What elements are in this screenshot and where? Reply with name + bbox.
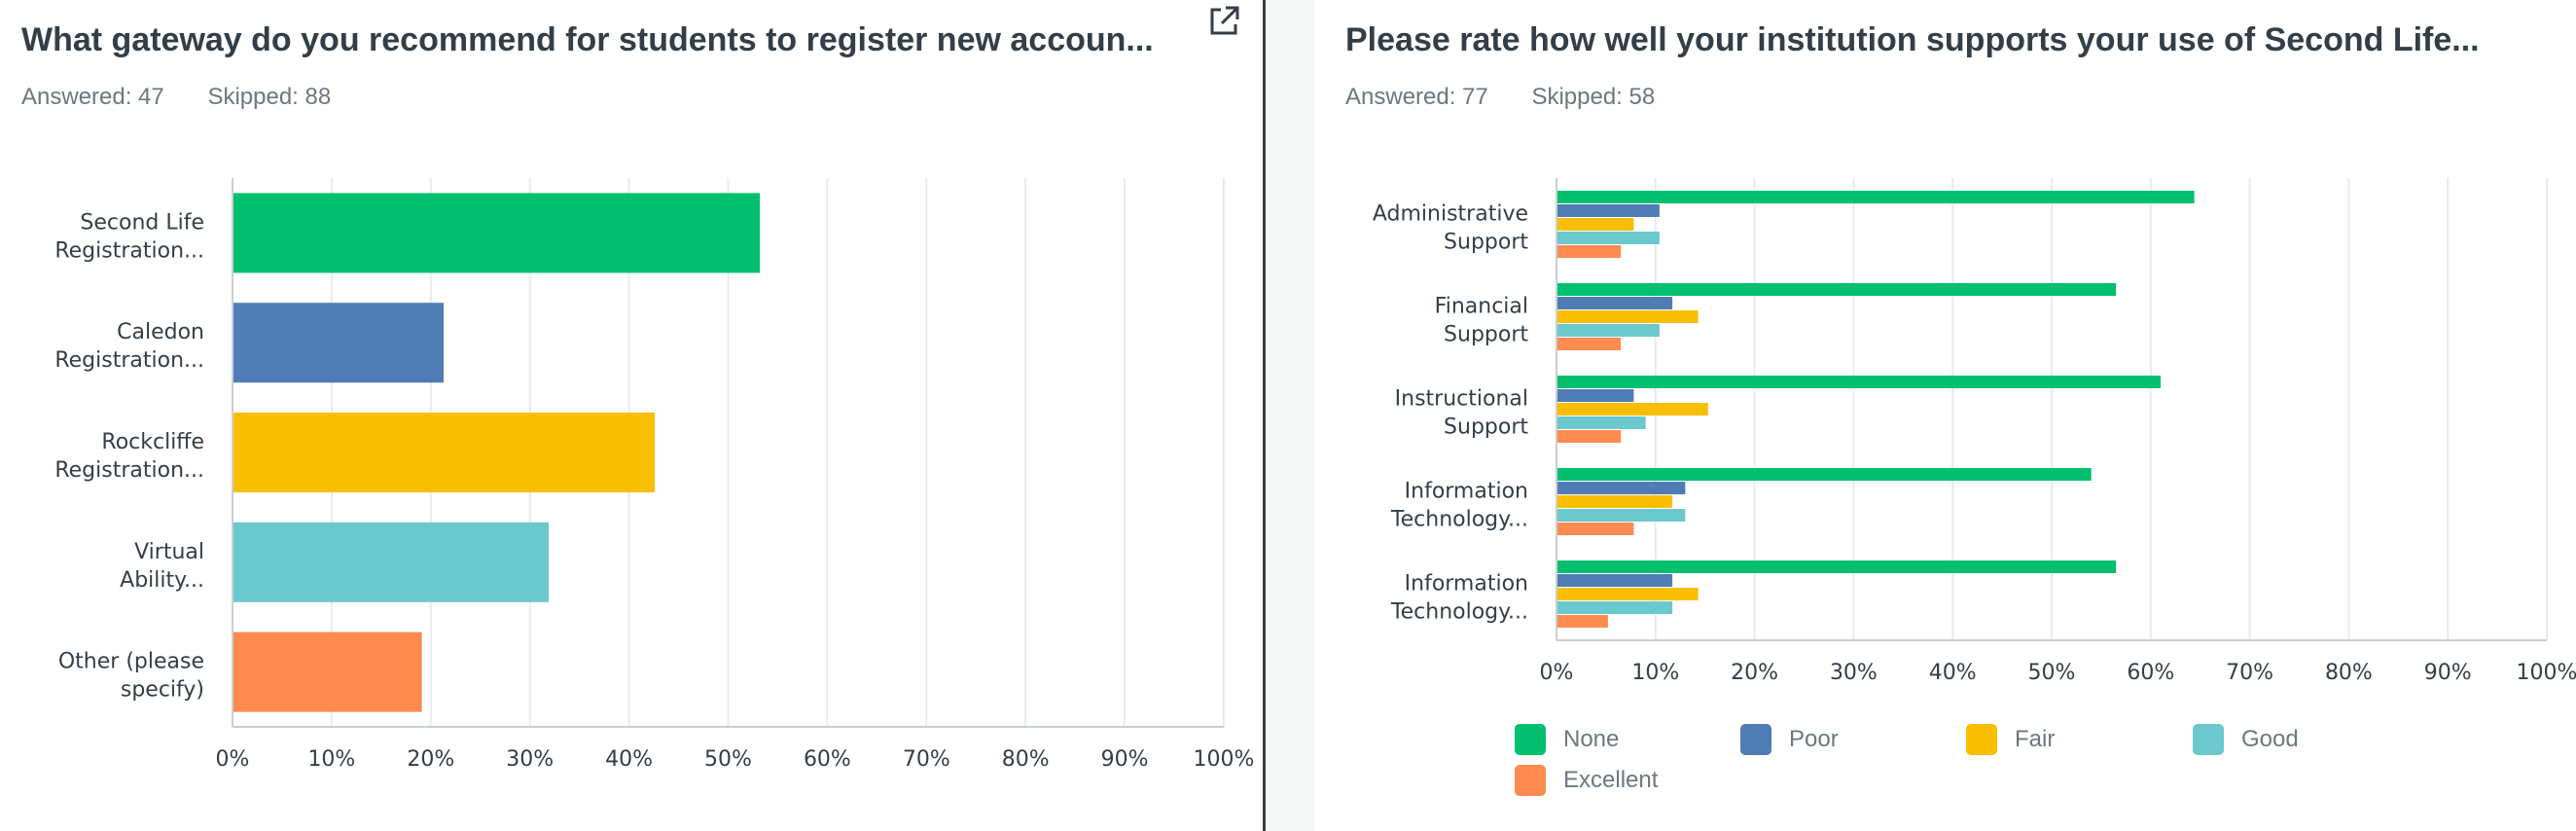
category-label: Rockcliffe Registration... <box>54 430 204 483</box>
legend-label: Excellent <box>1563 767 1659 793</box>
bar <box>1557 389 1634 402</box>
bar <box>1557 523 1634 535</box>
x-tick-label: 100% <box>2517 661 2576 685</box>
bar <box>1557 324 1660 337</box>
bar <box>1557 283 2117 296</box>
bar <box>1557 191 2195 203</box>
external-link-icon[interactable] <box>1206 4 1241 44</box>
right-question-title: Please rate how well your institution su… <box>1345 21 2480 58</box>
right-response-stats: Answered: 77 Skipped: 58 <box>1345 84 1692 111</box>
bar <box>1557 601 1673 614</box>
x-tick-label: 60% <box>804 747 851 772</box>
legend-swatch <box>1515 724 1546 755</box>
panel-divider <box>1263 0 1266 831</box>
bar <box>233 193 761 273</box>
x-tick-label: 0% <box>1540 661 1574 685</box>
bar <box>1557 509 1686 522</box>
category-label: Caledon Registration... <box>54 320 204 373</box>
category-label: Administrative Support <box>1373 202 1529 255</box>
support-rating-chart: 0% 10% 20% 30% 40% 50% 60% 70% 80% 90% 100% Adminis… <box>1373 178 2576 685</box>
left-response-stats: Answered: 47 Skipped: 88 <box>21 84 368 111</box>
bar <box>1557 416 1646 429</box>
left-answered-count: Answered: 47 <box>21 84 164 110</box>
bar <box>1557 338 1622 350</box>
bar <box>1557 204 1660 217</box>
bar <box>1557 495 1673 508</box>
x-tick-label: 30% <box>506 747 554 772</box>
left-question-title: What gateway do you recommend for studen… <box>21 21 1154 58</box>
x-tick-label: 50% <box>704 747 752 772</box>
bar <box>1557 376 2161 388</box>
bar <box>233 303 445 383</box>
bar <box>1557 430 1622 443</box>
bar <box>1557 468 2092 481</box>
x-tick-label: 10% <box>307 747 355 772</box>
legend-item: Poor <box>1740 724 1839 755</box>
right-skipped-count: Skipped: 58 <box>1531 84 1656 110</box>
legend-swatch <box>2193 724 2224 755</box>
bar <box>1557 218 1634 231</box>
bar <box>1557 232 1660 244</box>
bar <box>1557 245 1622 258</box>
panel-gutter <box>1266 0 1314 831</box>
right-answered-count: Answered: 77 <box>1345 84 1488 110</box>
category-label: Other (please specify) <box>58 650 204 703</box>
x-tick-label: 70% <box>2226 661 2273 685</box>
x-tick-label: 20% <box>1731 661 1778 685</box>
category-label: Information Technology... <box>1390 572 1528 625</box>
legend-item: None <box>1515 724 1619 755</box>
bar <box>1557 560 2117 573</box>
x-tick-label: 70% <box>903 747 950 772</box>
bar <box>1557 482 1686 494</box>
legend-item: Excellent <box>1515 765 1658 796</box>
legend-label: Fair <box>2015 726 2056 752</box>
bar <box>1557 297 1673 309</box>
category-label: Virtual Ability... <box>120 540 204 593</box>
x-tick-label: 80% <box>2325 661 2373 685</box>
legend-swatch <box>1966 724 1997 755</box>
x-tick-label: 50% <box>2028 661 2076 685</box>
right-panel: Please rate how well your institution su… <box>1314 0 2576 831</box>
legend-swatch <box>1515 765 1546 796</box>
x-tick-label: 10% <box>1631 661 1679 685</box>
bar <box>233 632 422 712</box>
category-label: Second Life Registration... <box>54 210 204 263</box>
bar <box>1557 574 1673 587</box>
category-label: Information Technology... <box>1390 480 1528 532</box>
category-label: Instructional Support <box>1395 387 1529 440</box>
x-tick-label: 40% <box>605 747 653 772</box>
x-tick-label: 80% <box>1002 747 1050 772</box>
legend-label: None <box>1563 726 1620 752</box>
bar <box>1557 588 1699 600</box>
x-tick-label: 60% <box>2127 661 2174 685</box>
x-tick-label: 100% <box>1194 747 1255 772</box>
bar <box>233 522 550 602</box>
left-panel: What gateway do you recommend for studen… <box>0 0 1263 831</box>
legend-item: Fair <box>1966 724 2055 755</box>
x-tick-label: 30% <box>1830 661 1878 685</box>
gateway-bar-chart: 0% 10% 20% 30% 40% 50% 60% 70% 80% 90% 100% Second … <box>54 178 1255 772</box>
legend-label: Poor <box>1789 726 1839 752</box>
x-tick-label: 90% <box>2424 661 2472 685</box>
x-tick-label: 0% <box>216 747 250 772</box>
x-tick-label: 20% <box>407 747 454 772</box>
legend-item: Good <box>2193 724 2299 755</box>
legend-label: Good <box>2241 726 2299 752</box>
x-tick-label: 90% <box>1101 747 1149 772</box>
bar <box>233 413 656 492</box>
bar <box>1557 310 1699 323</box>
category-label: Financial Support <box>1435 295 1529 347</box>
bar <box>1557 615 1608 628</box>
bar <box>1557 403 1708 416</box>
x-tick-label: 40% <box>1929 661 1977 685</box>
left-skipped-count: Skipped: 88 <box>207 84 332 110</box>
legend-swatch <box>1740 724 1771 755</box>
